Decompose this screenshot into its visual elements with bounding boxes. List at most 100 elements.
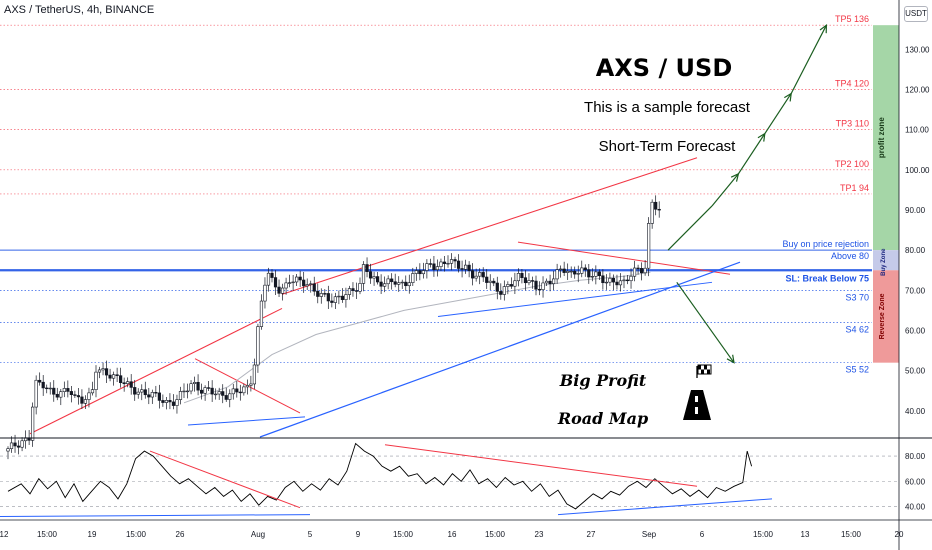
forecast-title: AXS / USD [596, 54, 733, 82]
candle [16, 445, 21, 448]
candle [273, 277, 278, 288]
time-tick-label: 23 [535, 530, 544, 539]
candle [643, 267, 647, 274]
candle [126, 381, 130, 385]
candle [133, 387, 137, 395]
candle [615, 281, 619, 286]
candle [80, 396, 84, 404]
candle [249, 383, 253, 386]
candle [456, 260, 461, 269]
candle [143, 389, 147, 396]
candle [48, 387, 52, 390]
candle [298, 276, 302, 281]
candle [354, 290, 359, 292]
candle [34, 379, 38, 408]
candle [358, 283, 362, 292]
forecast-arrow-segment [711, 173, 739, 207]
candle [147, 394, 151, 398]
time-tick-label: Sep [642, 530, 657, 539]
candle [590, 276, 594, 278]
moving-average-line [183, 271, 651, 404]
candle [474, 275, 478, 279]
level-label: SL: Break Below 75 [785, 273, 869, 283]
rising-support-line [259, 261, 741, 438]
candle [284, 282, 288, 289]
candle [168, 400, 172, 403]
candle [217, 391, 221, 395]
candle [256, 326, 260, 366]
buy-zone-label: Buy Zone [881, 248, 887, 276]
candle [263, 284, 267, 302]
candle [235, 388, 239, 393]
oscillator-support-line-2 [557, 498, 773, 516]
candle [326, 293, 330, 302]
forecast-arrow-segment [737, 133, 766, 175]
level-label: TP4 120 [835, 78, 869, 88]
candle [122, 382, 126, 385]
candle [625, 279, 630, 282]
candle [368, 271, 373, 279]
candle [516, 273, 520, 282]
candle [323, 293, 327, 295]
road-map-text-1: Big Profit [559, 371, 647, 390]
candle [59, 391, 63, 398]
candle [224, 395, 228, 400]
candle [319, 293, 323, 297]
level-label: TP1 94 [840, 183, 869, 193]
candle [266, 272, 271, 286]
time-tick-label: 19 [88, 530, 97, 539]
candle [87, 392, 91, 400]
candle [404, 281, 408, 287]
candle [41, 381, 45, 389]
currency-badge[interactable]: USDT [904, 6, 928, 22]
candle [393, 281, 397, 285]
price-tick-label: 80.00 [905, 246, 926, 255]
price-tick-label: 50.00 [905, 367, 926, 376]
candle [295, 276, 299, 283]
forecast-subtitle-2: Short-Term Forecast [599, 138, 737, 155]
candle [112, 374, 116, 379]
candle [164, 400, 169, 403]
candle [418, 270, 422, 275]
time-tick-label: 15:00 [393, 530, 414, 539]
candle [432, 263, 436, 271]
candle [657, 208, 661, 211]
rising-channel-lower-red-line [29, 307, 283, 435]
candle [238, 391, 242, 394]
candle [330, 300, 334, 303]
oscillator-support-line-1 [0, 514, 311, 517]
candle [576, 273, 580, 275]
candle [365, 264, 369, 272]
candle [309, 283, 313, 285]
candle [316, 290, 320, 297]
candle [175, 399, 179, 406]
candle [287, 282, 292, 284]
candle [291, 281, 295, 284]
candle [210, 387, 214, 395]
level-label: TP3 110 [836, 119, 869, 129]
time-tick-label: 15:00 [841, 530, 862, 539]
time-tick-label: 9 [356, 530, 361, 539]
candle [245, 385, 249, 388]
candle [421, 270, 425, 275]
candle [6, 448, 10, 452]
candle [386, 278, 390, 285]
candle [495, 282, 499, 292]
candle [242, 386, 246, 394]
candle [559, 268, 563, 271]
candle [551, 278, 556, 284]
candle [428, 263, 433, 265]
level-label: Buy on price rejection [782, 239, 869, 249]
candle [372, 276, 376, 279]
candle [52, 387, 56, 395]
candle [544, 280, 549, 284]
candle [140, 389, 144, 393]
candle [340, 295, 345, 300]
candle [506, 284, 510, 287]
candle [13, 442, 17, 447]
candle [20, 440, 24, 448]
candle [601, 275, 605, 284]
candle [587, 269, 591, 278]
candle [520, 273, 524, 279]
